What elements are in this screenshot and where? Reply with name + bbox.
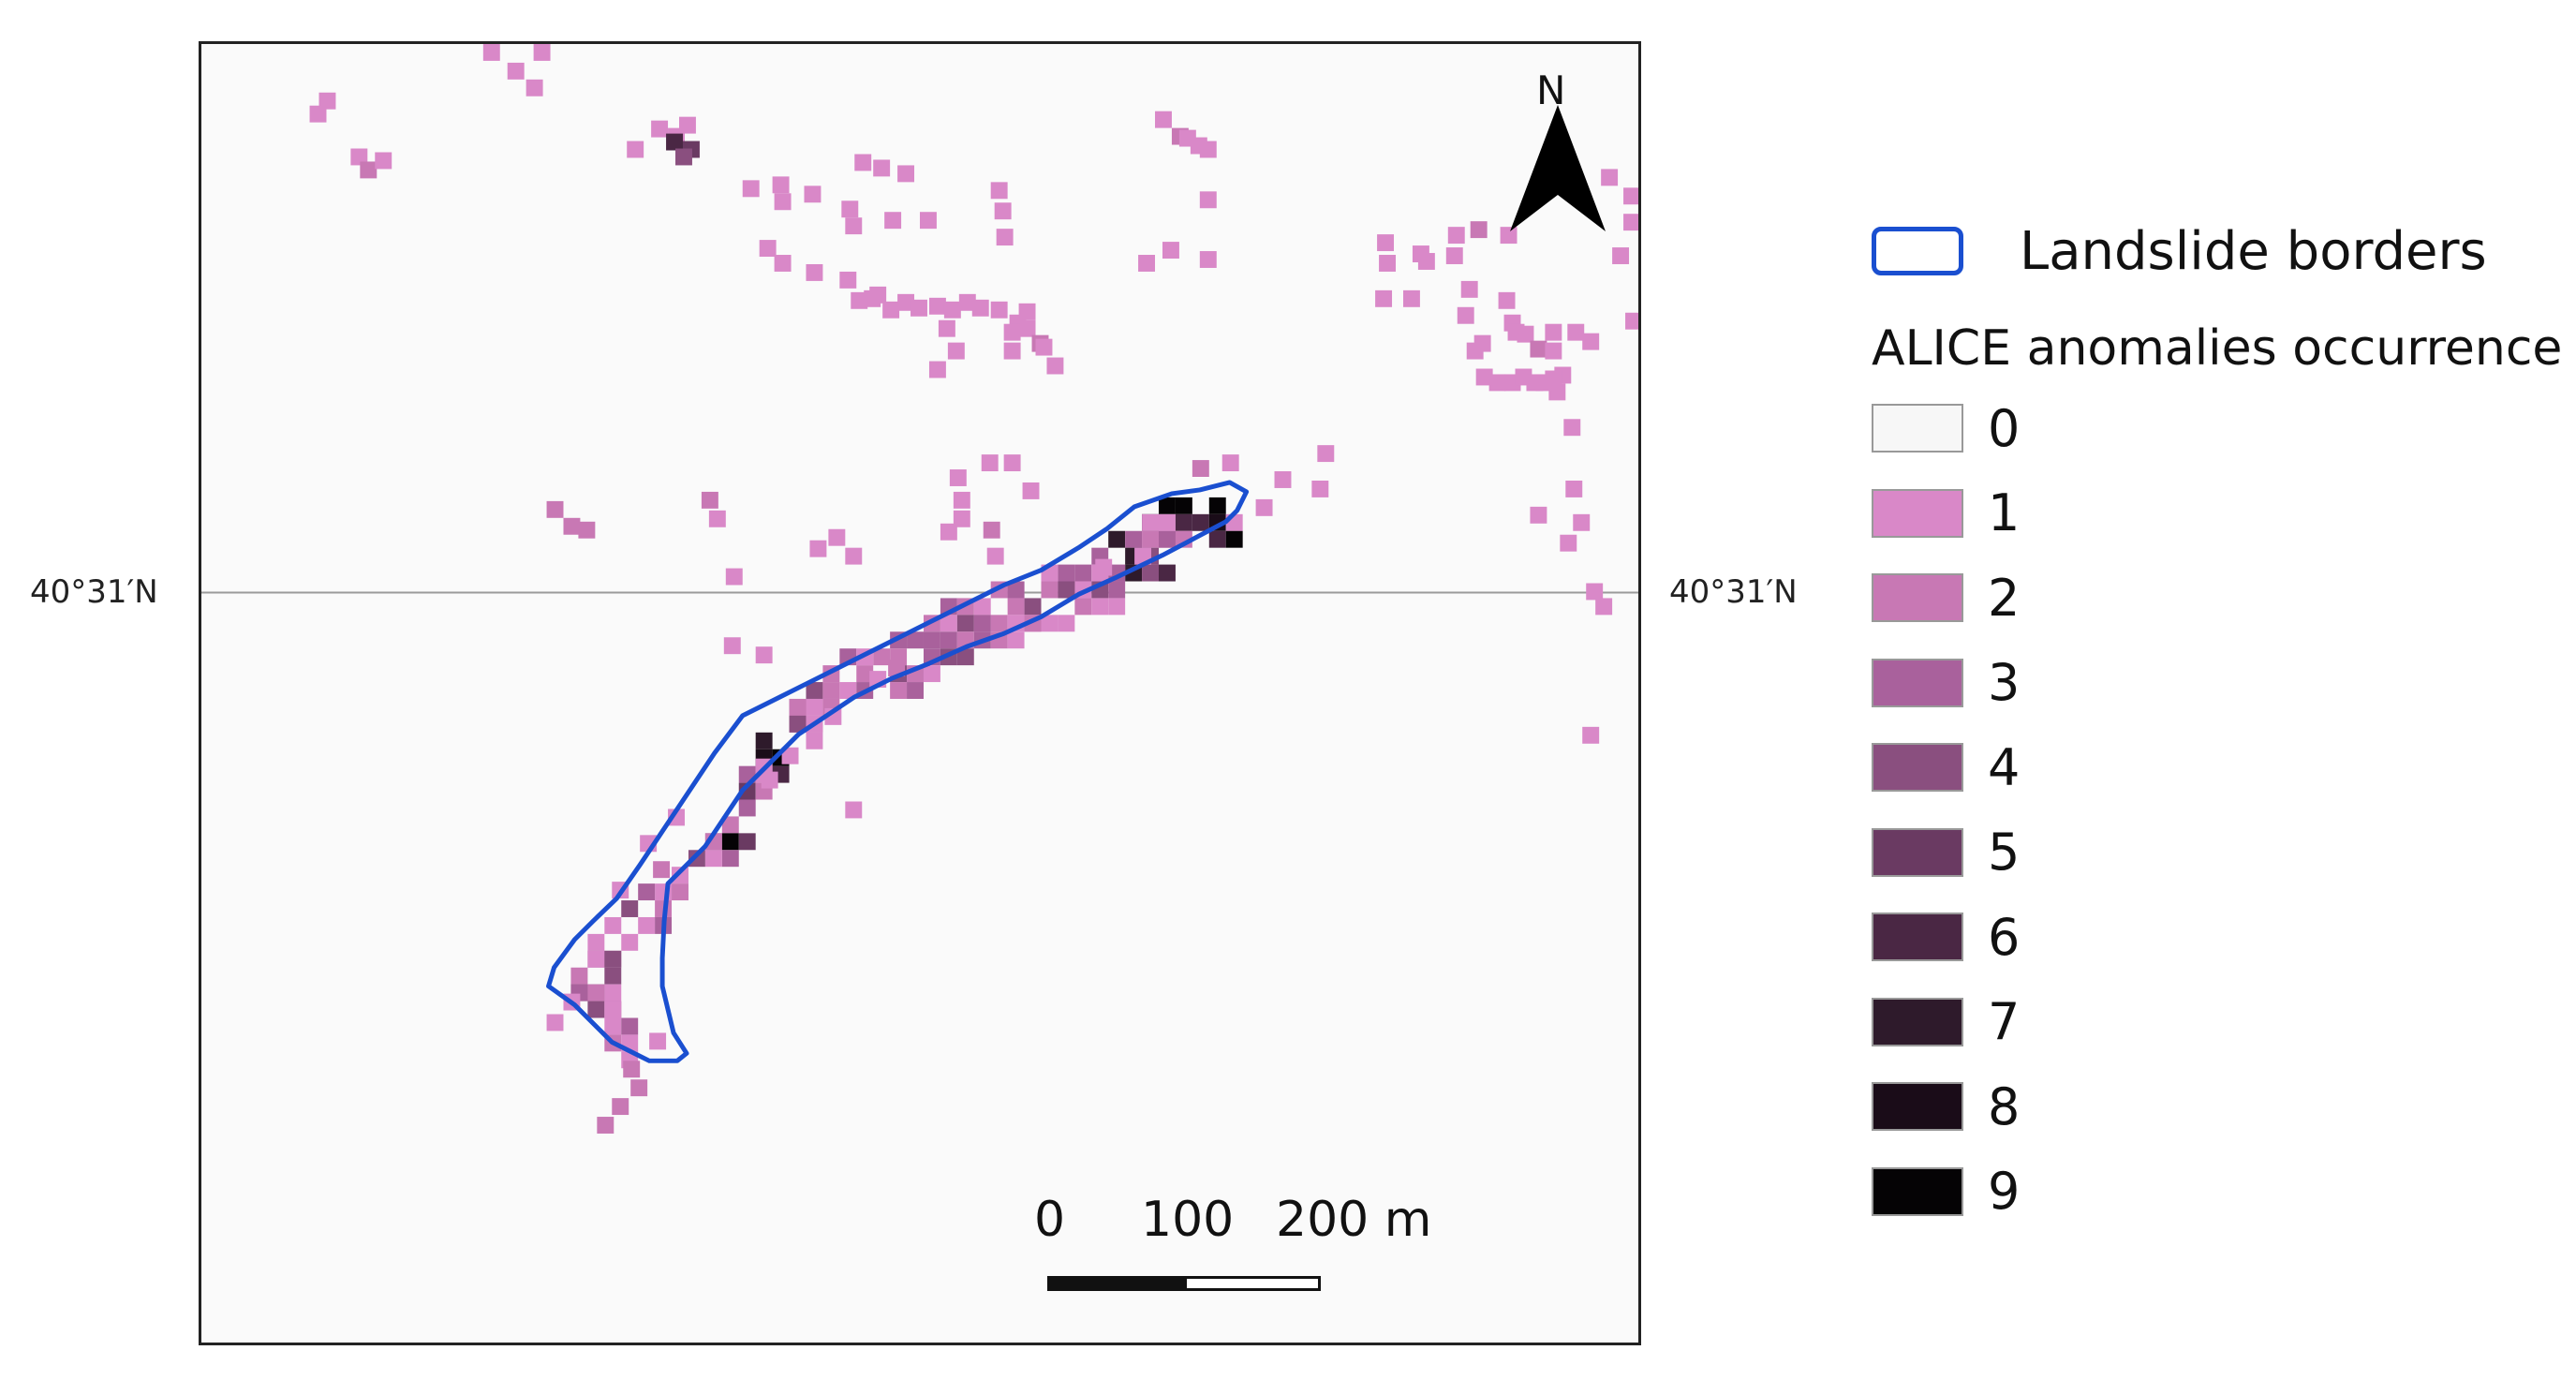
legend-item: 0	[1872, 386, 2565, 471]
legend-label: 8	[1988, 1076, 2021, 1136]
north-arrow-icon	[1510, 105, 1606, 231]
north-label: N	[1536, 67, 1566, 113]
legend-items: 0 1 2 3 4 5 6 7 8 9	[1872, 386, 2565, 1234]
legend-item: 4	[1872, 725, 2565, 810]
map-frame[interactable]	[199, 41, 1641, 1345]
legend-label: 7	[1988, 992, 2021, 1052]
legend-swatch	[1872, 743, 1963, 793]
legend-label: 5	[1988, 823, 2021, 883]
legend-item: 3	[1872, 641, 2565, 726]
legend-item: 8	[1872, 1064, 2565, 1150]
legend-item: 9	[1872, 1150, 2565, 1235]
legend-border-label: Landslide borders	[2020, 220, 2487, 282]
legend-label: 1	[1988, 483, 2021, 543]
legend-item: 2	[1872, 556, 2565, 641]
legend-label: 9	[1988, 1162, 2021, 1222]
legend-swatch	[1872, 827, 1963, 877]
legend-swatch	[1872, 488, 1963, 538]
legend-label: 3	[1988, 653, 2021, 713]
legend-border-entry: Landslide borders	[1872, 214, 2565, 289]
anomaly-pixels	[309, 44, 1638, 1134]
legend-item: 7	[1872, 980, 2565, 1065]
legend-label: 6	[1988, 907, 2021, 967]
legend-item: 1	[1872, 471, 2565, 556]
legend-label: 2	[1988, 568, 2021, 628]
legend-title: ALICE anomalies occurrence	[1872, 320, 2563, 377]
legend-item: 5	[1872, 810, 2565, 896]
landslide-border[interactable]	[546, 480, 1250, 1063]
legend-swatch	[1872, 658, 1963, 707]
legend-swatch	[1872, 404, 1963, 453]
legend: Landslide borders ALICE anomalies occurr…	[1872, 214, 2565, 1234]
latitude-label-left: 40°31′N	[30, 573, 158, 611]
scale-bar	[1047, 1276, 1321, 1291]
legend-swatch	[1872, 997, 1963, 1046]
scale-label-0: 0	[1034, 1192, 1066, 1248]
scale-label-200: 200 m	[1276, 1192, 1432, 1248]
legend-swatch	[1872, 1166, 1963, 1216]
legend-label: 4	[1988, 737, 2021, 797]
legend-label: 0	[1988, 398, 2021, 458]
legend-swatch	[1872, 1082, 1963, 1132]
legend-swatch	[1872, 913, 1963, 962]
latitude-label-right: 40°31′N	[1669, 573, 1798, 611]
scale-bar-segment	[1050, 1279, 1187, 1288]
legend-swatch	[1872, 573, 1963, 623]
scale-label-100: 100	[1141, 1192, 1235, 1248]
legend-border-swatch	[1872, 227, 1963, 275]
anomaly-map[interactable]	[201, 44, 1638, 1343]
legend-item: 6	[1872, 895, 2565, 980]
